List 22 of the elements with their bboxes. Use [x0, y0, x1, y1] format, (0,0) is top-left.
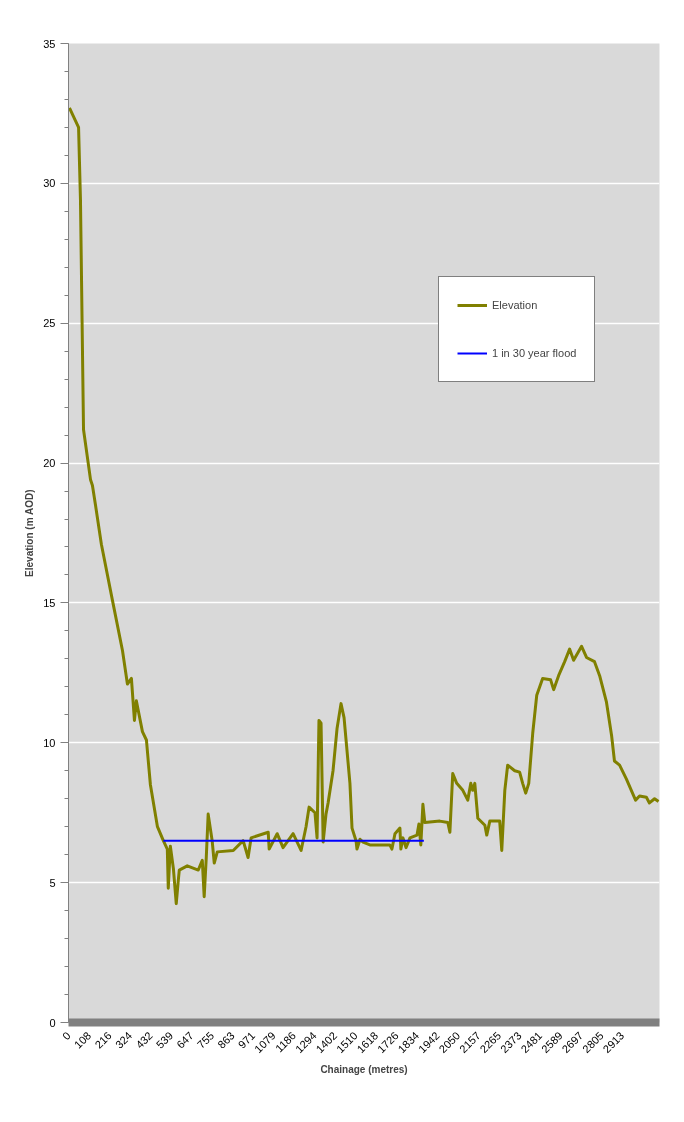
- y-tick-label: 20: [43, 457, 56, 470]
- legend-label: Elevation: [492, 299, 538, 311]
- x-tick-label: 863: [215, 1029, 237, 1051]
- x-tick-label: 0: [59, 1029, 73, 1043]
- x-tick-label: 432: [133, 1029, 155, 1051]
- y-tick-label: 0: [49, 1016, 56, 1029]
- x-tick-label: 324: [112, 1029, 135, 1051]
- x-tick-label: 755: [194, 1029, 217, 1051]
- line-series: [68, 106, 660, 906]
- y-tick-label: 25: [43, 317, 56, 330]
- y-tick-label: 35: [43, 37, 56, 50]
- x-tick-label: 108: [71, 1029, 94, 1051]
- x-tick-label: 647: [174, 1029, 196, 1051]
- y-tick-label: 5: [49, 876, 56, 889]
- y-tick-label: 15: [43, 596, 56, 609]
- x-tick-label: 216: [92, 1029, 114, 1051]
- y-tick-label: 30: [43, 177, 56, 190]
- legend-label: 1 in 30 year flood: [492, 347, 577, 359]
- y-axis-title: Elevation (m AOD): [24, 489, 36, 577]
- y-tick-label: 10: [43, 736, 56, 749]
- x-axis-title: Chainage (metres): [320, 1064, 408, 1076]
- x-tick-label: 539: [153, 1029, 176, 1051]
